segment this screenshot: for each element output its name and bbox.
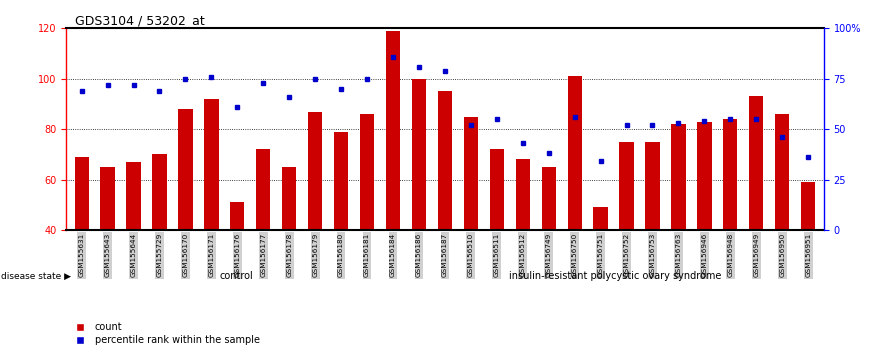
Bar	[100, 167, 115, 230]
Bar	[463, 116, 478, 230]
Text: disease state ▶: disease state ▶	[1, 272, 70, 281]
Bar	[386, 31, 400, 230]
Bar	[75, 157, 89, 230]
Bar	[594, 207, 608, 230]
Bar	[282, 167, 296, 230]
Bar	[567, 76, 581, 230]
Bar	[723, 119, 737, 230]
Bar	[256, 149, 270, 230]
Bar	[801, 182, 815, 230]
Bar	[204, 99, 218, 230]
Bar	[542, 167, 556, 230]
Bar	[334, 132, 348, 230]
Text: control: control	[219, 271, 253, 281]
Bar	[749, 96, 764, 230]
Legend: count, percentile rank within the sample: count, percentile rank within the sample	[67, 319, 263, 349]
Bar	[697, 122, 712, 230]
Bar	[619, 142, 633, 230]
Bar	[646, 142, 660, 230]
Bar	[411, 79, 426, 230]
Bar	[308, 112, 322, 230]
Bar	[152, 154, 167, 230]
Bar	[490, 149, 504, 230]
Bar	[438, 91, 452, 230]
Bar	[671, 124, 685, 230]
Bar	[775, 114, 789, 230]
Text: insulin-resistant polycystic ovary syndrome: insulin-resistant polycystic ovary syndr…	[508, 271, 721, 281]
Text: GDS3104 / 53202_at: GDS3104 / 53202_at	[75, 13, 204, 27]
Bar	[178, 109, 193, 230]
Bar	[126, 162, 141, 230]
Bar	[515, 159, 529, 230]
Bar	[230, 202, 244, 230]
Bar	[360, 114, 374, 230]
